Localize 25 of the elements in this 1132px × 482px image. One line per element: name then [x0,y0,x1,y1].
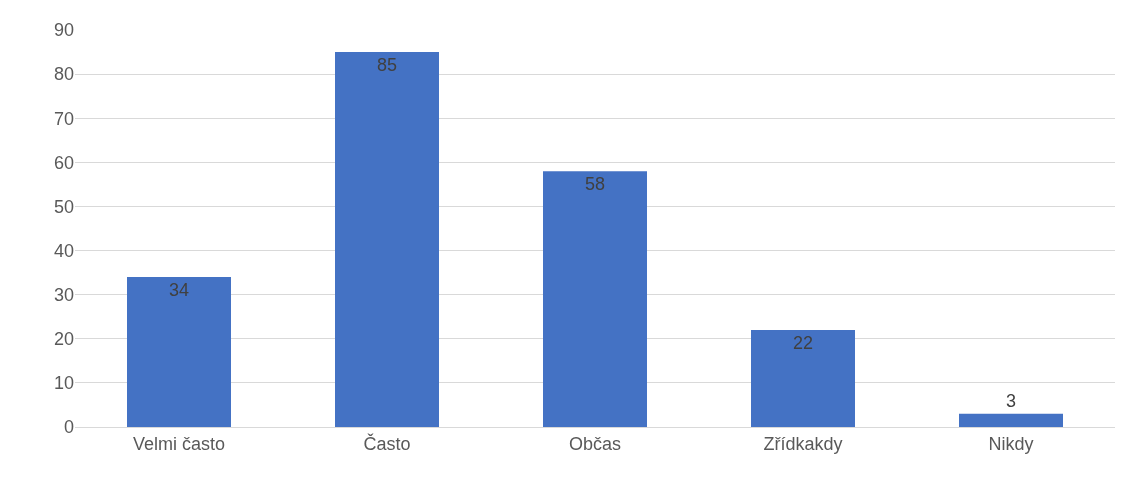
bar [335,52,439,427]
y-tick-label: 30 [53,284,74,305]
bar [959,413,1063,427]
data-label: 58 [584,174,606,195]
x-tick-label: Často [363,432,411,454]
x-tick-label: Velmi často [132,433,226,454]
data-label: 22 [792,332,814,353]
data-label: 34 [168,280,190,301]
bar [751,329,855,427]
bar [127,277,231,427]
x-tick-label: Zřídkakdy [763,433,843,454]
y-tick-label: 20 [53,329,74,350]
y-tick-label: 10 [53,373,74,394]
y-tick-label: 80 [53,64,74,85]
x-tick-label: Nikdy [988,433,1034,454]
bar [543,171,647,427]
y-tick-label: 90 [53,20,74,41]
y-tick-label: 70 [53,108,74,129]
data-label: 3 [1005,390,1017,411]
x-tick-label: Občas [568,433,622,454]
y-tick-label: 0 [63,417,74,438]
data-label: 85 [376,55,398,76]
y-tick-label: 50 [53,196,74,217]
y-tick-label: 40 [53,240,74,261]
y-tick-label: 60 [53,152,74,173]
